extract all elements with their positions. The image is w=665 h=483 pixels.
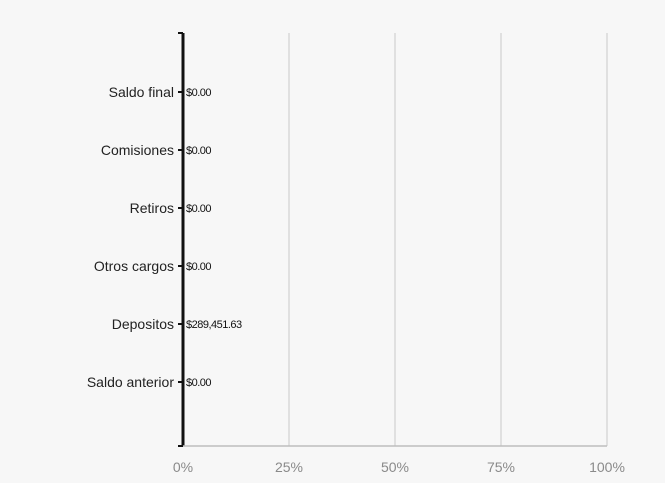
x-tick-label: 75% [487, 459, 515, 475]
x-tick-label: 100% [589, 459, 625, 475]
gridlines [288, 33, 608, 446]
category-labels: Saldo final Comisiones Retiros Otros cargos… [87, 84, 175, 390]
value-label: $0.00 [186, 377, 211, 389]
x-tick-label: 50% [381, 459, 409, 475]
value-labels: $0.00 $0.00 $0.00 $0.00 $289,451.63 $0.00 [186, 87, 243, 389]
value-label: $0.00 [186, 87, 211, 99]
category-label: Depositos [112, 316, 174, 332]
category-label: Comisiones [101, 142, 174, 158]
value-label: $289,451.63 [186, 319, 242, 331]
category-label: Saldo final [109, 84, 174, 100]
category-label: Retiros [130, 200, 174, 216]
category-label: Saldo anterior [87, 374, 175, 390]
x-tick-label: 25% [275, 459, 303, 475]
x-tick-label: 0% [173, 459, 193, 475]
y-ticks [178, 32, 183, 447]
category-label: Otros cargos [94, 258, 174, 274]
x-tick-labels: 0% 25% 50% 75% 100% [173, 459, 625, 475]
value-label: $0.00 [186, 203, 211, 215]
y-axis [181, 33, 607, 447]
value-label: $0.00 [186, 145, 211, 157]
value-label: $0.00 [186, 261, 211, 273]
